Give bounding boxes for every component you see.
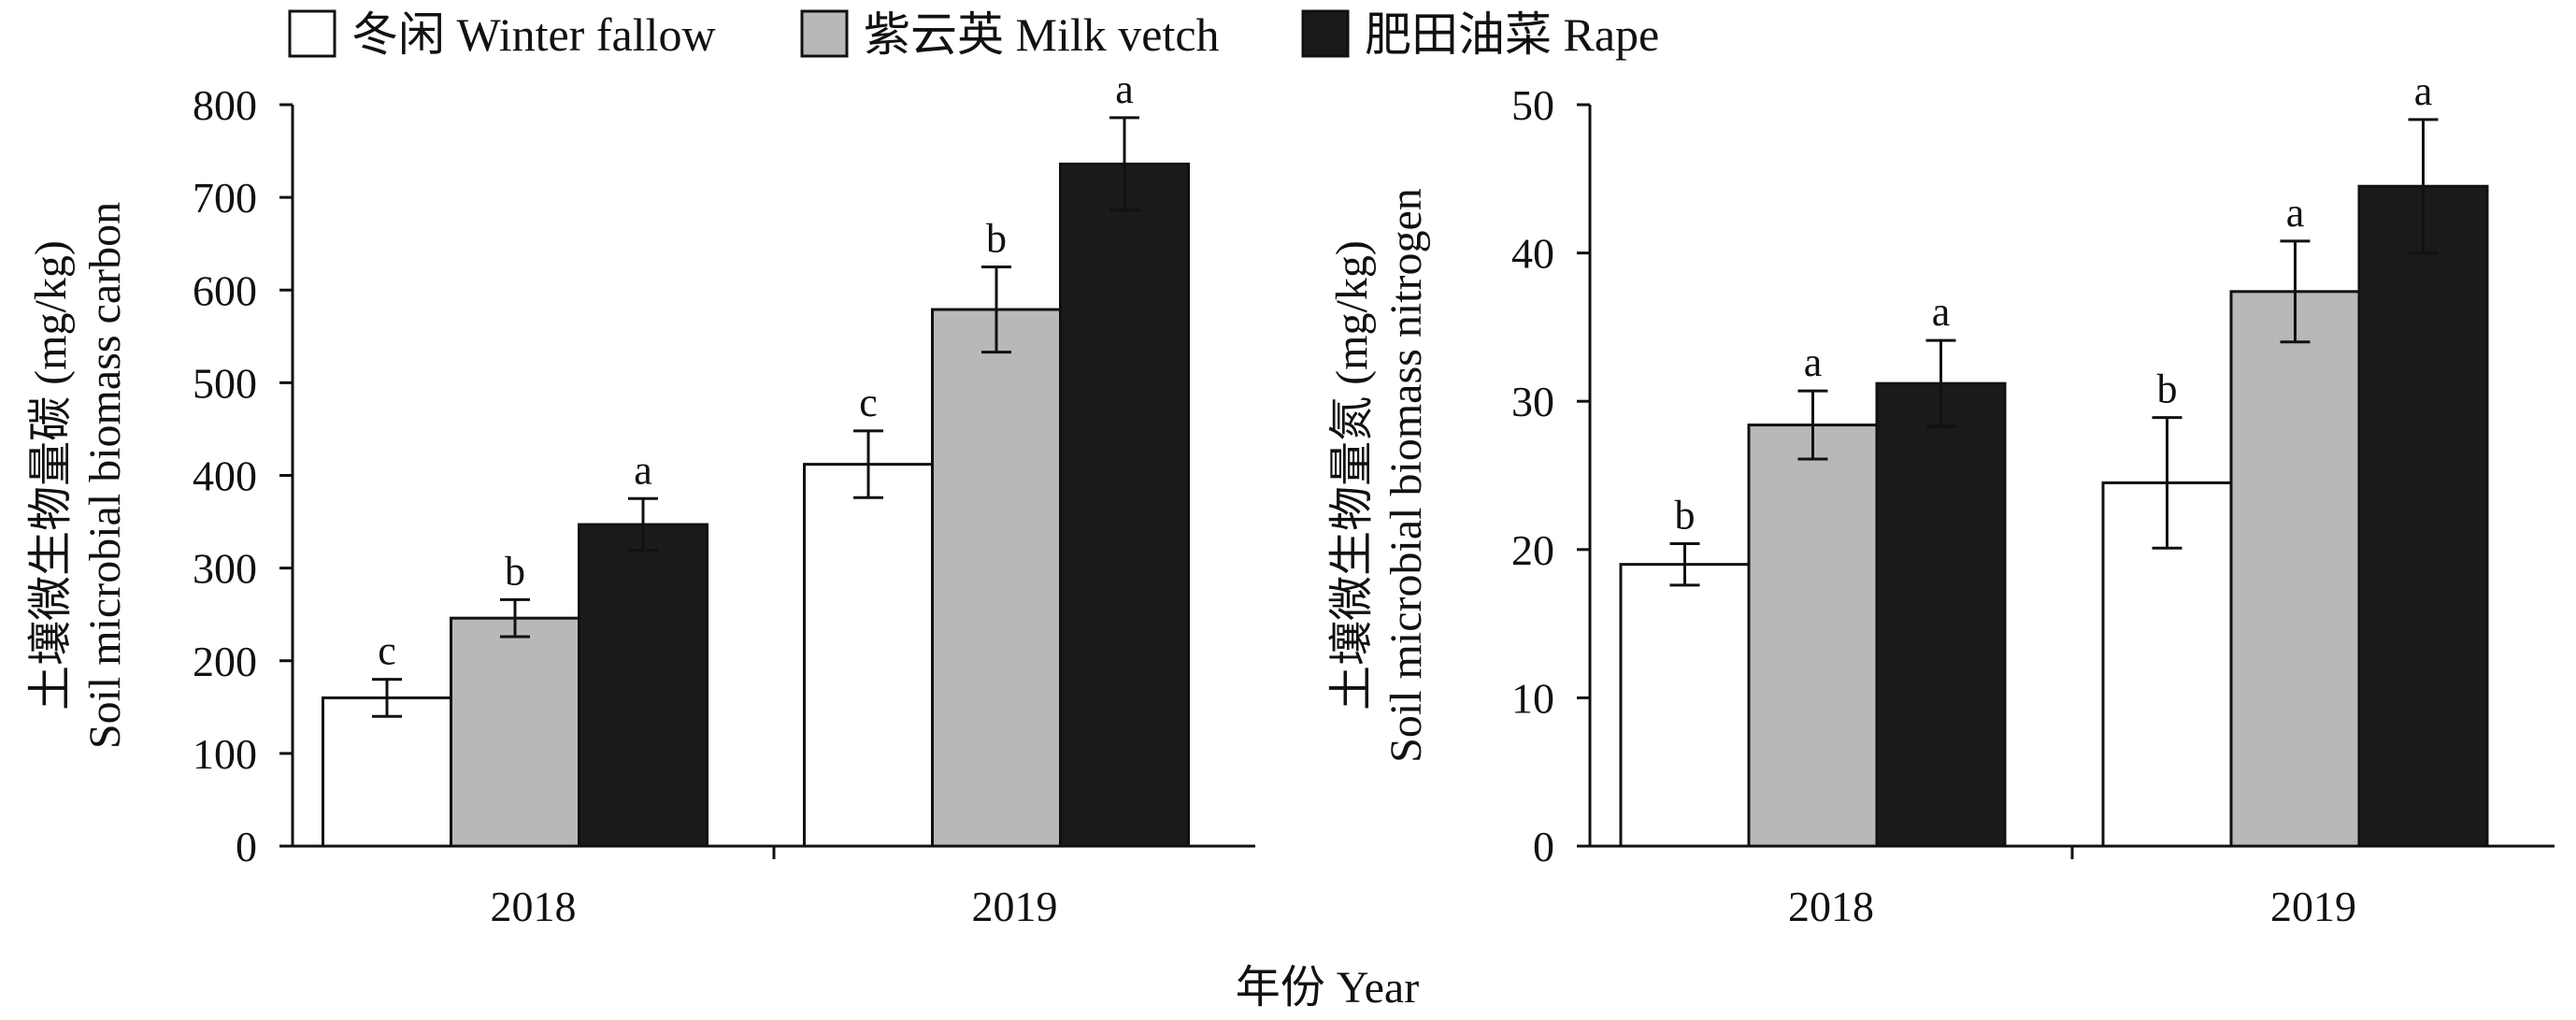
y-tick-label: 200 — [193, 638, 257, 685]
x-tick-label: 2018 — [491, 883, 577, 930]
legend-label: 肥田油菜 Rape — [1365, 8, 1659, 61]
y-tick-label: 10 — [1511, 674, 1554, 722]
y-tick-label: 0 — [236, 823, 257, 870]
y-tick-label: 100 — [193, 730, 257, 778]
y-tick-label: 700 — [193, 174, 257, 222]
x-tick-label: 2018 — [1788, 883, 1874, 930]
significance-label: a — [1932, 289, 1951, 335]
significance-label: b — [505, 548, 525, 594]
legend: 冬闲 Winter fallow 紫云英 Milk vetch 肥田油菜 Rape — [288, 8, 1659, 61]
chart-panel-carbon: 0 100 200 300 400 500 600 700 800 c b a 2018 c b a 2019 土… — [26, 66, 1255, 930]
bar — [322, 696, 452, 848]
bar — [1875, 381, 2007, 848]
x-axis-title: 年份 Year — [1236, 963, 1419, 1013]
y-tick-label: 800 — [193, 81, 257, 129]
x-tick-label: 2019 — [2270, 883, 2356, 930]
bar — [1059, 162, 1190, 848]
significance-label: a — [2414, 68, 2433, 114]
y-tick-label: 20 — [1511, 526, 1554, 574]
chart-panel-nitrogen: 0 10 20 30 40 50 b a a 2018 b a a 2019 土壤微生物量氮 (mg/kg)… — [1327, 68, 2555, 930]
bar — [578, 523, 708, 848]
y-tick-label: 30 — [1511, 378, 1554, 425]
bar — [450, 616, 580, 848]
y-tick-label: 500 — [193, 359, 257, 407]
y-axis-title-cn: 土壤微生物量碳 (mg/kg) — [26, 240, 76, 711]
legend-swatch — [1301, 9, 1350, 58]
bar — [1747, 424, 1879, 848]
significance-label: b — [2157, 366, 2178, 412]
significance-label: a — [1804, 339, 1823, 385]
bar — [1619, 563, 1751, 848]
significance-label: b — [1675, 492, 1696, 538]
x-tick-label: 2019 — [972, 883, 1058, 930]
y-tick-label: 400 — [193, 453, 257, 500]
significance-label: c — [859, 380, 878, 425]
significance-label: a — [2286, 190, 2305, 236]
legend-label: 紫云英 Milk vetch — [864, 8, 1220, 61]
y-tick-label: 50 — [1511, 81, 1554, 129]
legend-swatch — [800, 9, 849, 58]
significance-label: c — [378, 628, 396, 674]
legend-label: 冬闲 Winter fallow — [351, 8, 716, 61]
y-tick-label: 300 — [193, 545, 257, 593]
bar — [803, 463, 934, 848]
bar — [2229, 290, 2361, 848]
y-axis-title-en: Soil microbial biomass carbon — [80, 202, 130, 749]
significance-label: a — [1115, 66, 1134, 112]
y-tick-label: 600 — [193, 266, 257, 314]
significance-label: a — [634, 447, 652, 493]
y-tick-label: 40 — [1511, 230, 1554, 278]
y-axis-title-cn: 土壤微生物量氮 (mg/kg) — [1327, 240, 1377, 711]
bar — [2357, 184, 2489, 848]
legend-swatch — [288, 9, 336, 58]
bar — [931, 308, 1062, 848]
y-axis-title-en: Soil microbial biomass nitrogen — [1381, 188, 1431, 763]
significance-label: b — [986, 215, 1007, 261]
y-tick-label: 0 — [1533, 823, 1554, 870]
